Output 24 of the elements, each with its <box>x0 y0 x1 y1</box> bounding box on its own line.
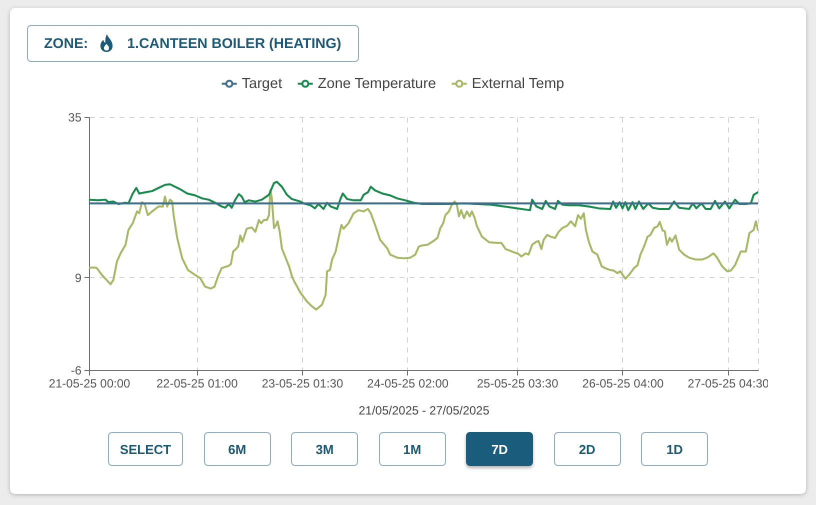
button[interactable]: 3M <box>291 432 358 466</box>
x-tick-label: 23-05-25 01:30 <box>262 376 344 390</box>
button[interactable]: SELECT <box>108 432 184 466</box>
line-series <box>89 180 758 212</box>
legend-label: External Temp <box>472 76 564 92</box>
x-tick-label: 24-05-25 02:00 <box>367 376 449 390</box>
x-tick-label: 26-05-25 04:00 <box>582 376 664 390</box>
legend-label: Zone Temperature <box>318 76 436 92</box>
y-tick-label: 35 <box>68 110 82 124</box>
button[interactable]: 7D <box>466 432 534 466</box>
legend-label: Target <box>242 76 282 92</box>
button[interactable]: 6M <box>204 432 271 466</box>
button[interactable]: 2D <box>554 432 621 466</box>
x-tick-label: 25-05-25 03:30 <box>476 376 559 390</box>
chart-title: ZONE: <box>44 36 88 52</box>
chart-subtitle: 1.CANTEEN BOILER (HEATING) <box>127 36 342 52</box>
button[interactable]: 1M <box>378 432 446 466</box>
x-tick-label: 21-05-25 00:00 <box>48 376 131 390</box>
y-tick-label: -6 <box>70 364 82 378</box>
x-tick-label: 22-05-25 01:00 <box>156 376 238 390</box>
line-series <box>89 188 758 311</box>
y-tick-label: 9 <box>74 270 82 285</box>
button[interactable]: 1D <box>641 432 708 466</box>
x-axis-title: 21/05/2025 - 27/05/2025 <box>358 404 490 418</box>
